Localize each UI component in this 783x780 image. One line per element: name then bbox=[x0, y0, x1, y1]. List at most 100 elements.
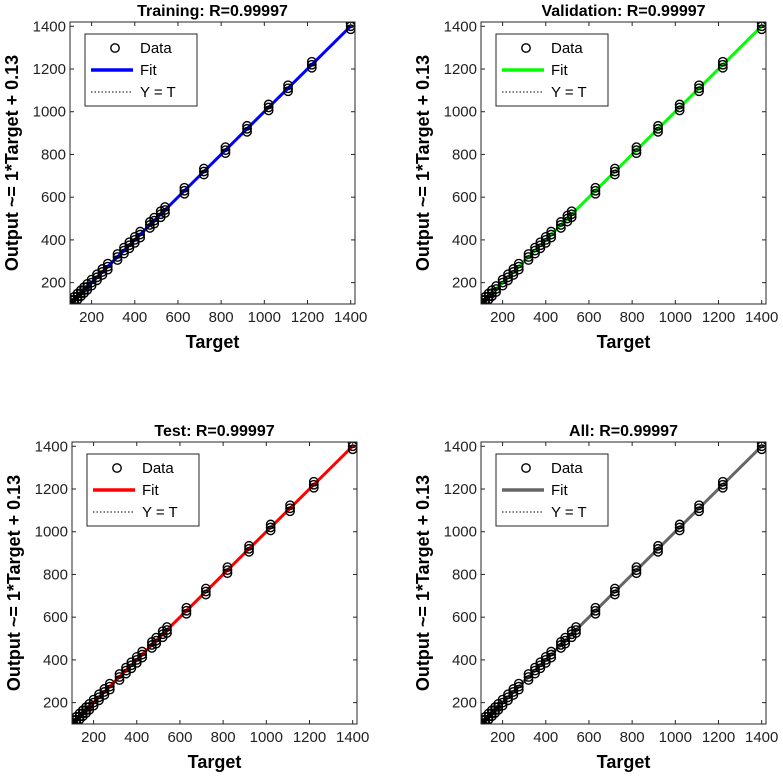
x-tick-label: 1400 bbox=[336, 729, 369, 746]
data-point bbox=[124, 243, 135, 254]
data-point bbox=[590, 182, 601, 193]
data-point bbox=[508, 684, 519, 694]
data-point bbox=[160, 205, 170, 215]
data-point bbox=[263, 105, 274, 116]
data-point bbox=[491, 287, 502, 297]
data-point bbox=[200, 583, 211, 594]
data-point bbox=[508, 267, 519, 277]
chart-title: All: R=0.99997 bbox=[569, 423, 678, 440]
y-tick-label: 1000 bbox=[33, 104, 66, 121]
data-point bbox=[104, 681, 115, 692]
data-point bbox=[535, 660, 546, 671]
data-point bbox=[135, 226, 146, 237]
data-point bbox=[242, 126, 252, 137]
data-point bbox=[86, 280, 97, 291]
data-point bbox=[694, 86, 704, 97]
data-point bbox=[94, 692, 104, 703]
data-point bbox=[497, 700, 508, 711]
data-point bbox=[571, 622, 581, 632]
x-tick-label: 800 bbox=[620, 729, 645, 746]
data-point bbox=[308, 476, 319, 487]
data-point bbox=[265, 525, 276, 536]
data-point bbox=[566, 212, 577, 223]
data-point bbox=[151, 638, 162, 649]
data-point bbox=[198, 169, 209, 180]
data-point bbox=[513, 684, 524, 695]
data-point bbox=[112, 255, 123, 265]
data-point bbox=[162, 628, 172, 638]
data-point bbox=[546, 652, 557, 663]
data-point bbox=[513, 264, 524, 275]
x-tick-label: 1200 bbox=[291, 309, 324, 326]
data-point bbox=[631, 565, 642, 576]
x-tick-label: 600 bbox=[576, 729, 601, 746]
legend-entry: Data bbox=[140, 40, 172, 57]
plot-content bbox=[481, 442, 766, 724]
x-tick-label: 1200 bbox=[293, 729, 326, 746]
x-tick-label: 600 bbox=[576, 309, 601, 326]
data-point bbox=[609, 166, 620, 177]
data-point bbox=[306, 56, 317, 67]
data-point bbox=[129, 238, 140, 248]
x-tick-label: 200 bbox=[490, 309, 515, 326]
data-point bbox=[503, 275, 513, 286]
data-point bbox=[222, 565, 233, 576]
plot-content bbox=[72, 442, 357, 724]
y-tick-label: 1200 bbox=[35, 481, 68, 498]
y-axis-label: Output ~= 1*Target + 0.13 bbox=[4, 475, 24, 691]
data-point bbox=[149, 218, 160, 229]
data-point bbox=[102, 261, 113, 272]
legend: Data Fit Y = T bbox=[84, 33, 198, 107]
data-point bbox=[244, 540, 254, 551]
data-point bbox=[99, 684, 110, 694]
fit-line bbox=[481, 25, 763, 304]
axes-box bbox=[480, 21, 767, 305]
data-point bbox=[285, 500, 295, 511]
data-point bbox=[508, 270, 519, 280]
data-point bbox=[308, 482, 319, 493]
data-point bbox=[220, 142, 231, 153]
data-point bbox=[124, 240, 135, 251]
data-point bbox=[546, 226, 557, 237]
legend-entry: Data bbox=[551, 40, 583, 57]
data-point bbox=[674, 519, 685, 530]
data-point bbox=[555, 223, 566, 233]
data-point bbox=[540, 658, 551, 668]
x-tick-label: 1000 bbox=[659, 729, 692, 746]
data-point bbox=[530, 662, 540, 673]
data-point bbox=[609, 163, 620, 174]
chart-title: Test: R=0.99997 bbox=[154, 423, 274, 440]
x-tick-label: 1000 bbox=[248, 309, 281, 326]
data-point bbox=[694, 80, 704, 91]
data-point bbox=[135, 229, 146, 240]
data-point bbox=[88, 694, 99, 705]
data-point bbox=[137, 649, 148, 660]
data-point bbox=[717, 59, 728, 70]
data-point bbox=[540, 238, 551, 248]
data-point bbox=[508, 264, 519, 274]
data-point bbox=[717, 479, 728, 490]
data-point bbox=[535, 243, 546, 254]
y-tick-label: 1000 bbox=[444, 524, 477, 541]
data-point bbox=[306, 62, 317, 73]
chart-panel-4: 200 400 600 800 1000 1200 1400 200 400 600 800 1000… bbox=[413, 423, 778, 772]
legend-entry: Fit bbox=[551, 482, 568, 499]
data-point bbox=[717, 482, 728, 493]
data-point bbox=[497, 277, 508, 288]
x-axis-label: Target bbox=[597, 752, 651, 772]
data-point bbox=[653, 120, 663, 131]
data-point bbox=[497, 280, 508, 291]
data-point bbox=[566, 206, 577, 217]
data-point bbox=[94, 689, 104, 700]
data-point bbox=[503, 692, 513, 703]
x-tick-label: 1000 bbox=[250, 729, 283, 746]
data-point bbox=[631, 145, 642, 156]
data-point bbox=[181, 605, 192, 616]
data-point bbox=[631, 568, 642, 579]
x-tick-label: 800 bbox=[211, 729, 236, 746]
x-tick-label: 200 bbox=[79, 309, 104, 326]
data-point bbox=[590, 602, 601, 613]
data-point bbox=[590, 605, 601, 616]
y-tick-label: 1000 bbox=[35, 524, 68, 541]
data-point bbox=[94, 695, 104, 706]
